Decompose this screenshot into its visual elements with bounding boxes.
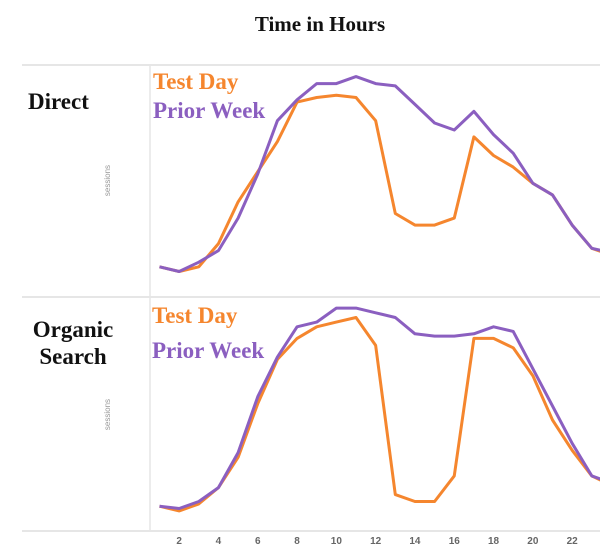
x-tick-label: 12 — [370, 536, 382, 547]
x-tick-label: 22 — [567, 536, 579, 547]
x-tick-label: 4 — [216, 536, 222, 547]
series-line-prior-week-direct — [159, 75, 600, 273]
x-tick-label: 10 — [331, 536, 343, 547]
panel-label-organic-search: Organic Search — [32, 317, 114, 369]
x-tick-label: 2 — [176, 536, 182, 547]
chart-title: Time in Hours — [254, 12, 386, 36]
x-tick-label: 8 — [294, 536, 300, 547]
legend-test-day-organic: Test Day — [152, 303, 238, 328]
x-tick-label: 18 — [488, 536, 500, 547]
series-line-prior-week-organic — [159, 306, 600, 510]
panel-label-direct: Direct — [28, 89, 89, 114]
x-tick-label: 14 — [409, 536, 421, 547]
x-tick-label: 16 — [449, 536, 461, 547]
legend-prior-week-organic: Prior Week — [152, 338, 265, 363]
x-tick-label: 20 — [527, 536, 539, 547]
legend-prior-week-direct: Prior Week — [153, 98, 266, 123]
x-tick-label: 6 — [255, 536, 261, 547]
legend-test-day-direct: Test Day — [153, 69, 239, 94]
series-line-test-day-organic — [159, 316, 600, 513]
